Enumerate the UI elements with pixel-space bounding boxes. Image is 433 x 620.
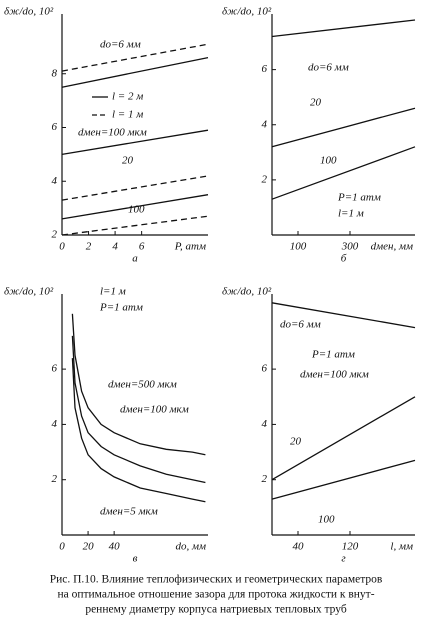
y-tick-label: 4 <box>262 118 268 130</box>
annotation: P=1 атм <box>311 349 355 361</box>
y-tick-label: 4 <box>52 418 58 430</box>
x-tick-label: 40 <box>293 541 305 553</box>
x-axis-label: dо, мм <box>175 541 206 553</box>
annotation: dо=6 мм <box>308 62 349 74</box>
data-line <box>61 194 209 220</box>
caption-line: на оптимальное отношение зазора для прот… <box>57 589 374 601</box>
y-tick-label: 2 <box>262 173 268 185</box>
y-tick-label: 6 <box>262 63 268 75</box>
x-axis-label: dмен, мм <box>371 241 413 253</box>
x-tick-label: 2 <box>86 241 92 253</box>
panel-label: г <box>341 553 346 565</box>
caption-line: реннему диаметру корпуса натриевых тепло… <box>85 604 347 616</box>
x-tick-label: 20 <box>83 541 95 553</box>
panel-label: а <box>132 253 138 265</box>
data-line <box>271 146 416 200</box>
annotation: 20 <box>310 97 322 109</box>
x-tick-label: 0 <box>59 541 65 553</box>
data-line <box>61 43 209 72</box>
x-tick-label: 100 <box>290 241 307 253</box>
y-tick-label: 4 <box>262 418 268 430</box>
x-tick-label: 0 <box>59 241 65 253</box>
annotation: dмен=500 мкм <box>108 379 177 391</box>
annotation: 100 <box>128 204 145 216</box>
data-line <box>271 107 416 148</box>
data-line <box>61 215 209 236</box>
annotation: dмен=5 мкм <box>100 506 158 518</box>
panel-label: б <box>341 253 347 265</box>
annotation: dо=6 мм <box>280 319 321 331</box>
y-tick-label: 4 <box>52 175 58 187</box>
data-line <box>271 302 416 329</box>
y-tick-label: 2 <box>52 473 58 485</box>
data-line <box>71 335 206 484</box>
annotation: dмен=100 мкм <box>120 404 189 416</box>
annotation: 100 <box>318 514 335 526</box>
y-axis-label: δж/dо, 10² <box>4 286 54 298</box>
annotation: 100 <box>320 155 337 167</box>
annotation: dмен=100 мкм <box>300 369 369 381</box>
data-line <box>61 175 209 201</box>
x-axis-label: P, атм <box>174 241 206 253</box>
annotation: l=1 м <box>338 208 364 220</box>
y-tick-label: 2 <box>262 473 268 485</box>
caption-line: Рис. П.10. Влияние теплофизических и гео… <box>50 574 383 586</box>
y-tick-label: 6 <box>262 363 268 375</box>
y-axis-label: δж/dо, 10² <box>222 286 272 298</box>
data-line <box>61 56 209 88</box>
legend-label: l = 1 м <box>112 109 143 121</box>
x-tick-label: 4 <box>112 241 118 253</box>
x-tick-label: 40 <box>109 541 121 553</box>
x-tick-label: 120 <box>342 541 359 553</box>
y-tick-label: 6 <box>52 121 58 133</box>
data-line <box>271 459 416 500</box>
panel-label: в <box>133 553 138 565</box>
annotation: l=1 м <box>100 286 126 298</box>
legend-label: l = 2 м <box>112 91 143 103</box>
x-tick-label: 6 <box>139 241 145 253</box>
data-line <box>71 358 206 503</box>
annotation: dмен=100 мкм <box>78 127 147 139</box>
y-axis-label: δж/dо, 10² <box>222 6 272 18</box>
annotation: P=1 атм <box>99 302 143 314</box>
x-axis-label: l, мм <box>390 541 413 553</box>
y-tick-label: 6 <box>52 363 58 375</box>
data-line <box>271 19 416 38</box>
data-line <box>271 396 416 481</box>
annotation: 20 <box>122 155 134 167</box>
x-tick-label: 300 <box>341 241 359 253</box>
annotation: dо=6 мм <box>100 39 141 51</box>
y-axis-label: δж/dо, 10² <box>4 6 54 18</box>
data-line <box>71 313 206 456</box>
y-tick-label: 2 <box>52 229 58 241</box>
annotation: 20 <box>290 436 302 448</box>
annotation: P=1 атм <box>337 192 381 204</box>
y-tick-label: 8 <box>52 67 58 79</box>
data-line <box>61 129 209 156</box>
